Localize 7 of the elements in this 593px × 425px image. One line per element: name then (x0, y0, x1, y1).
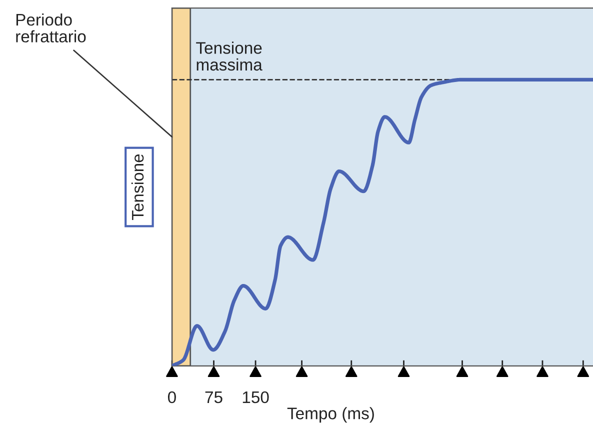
x-tick-label: 0 (168, 391, 176, 404)
y-axis-title: Tensione (131, 154, 144, 220)
x-tick-label: 75 (205, 392, 222, 404)
band-label: Periodo refrattario (16, 13, 86, 42)
x-axis-title: Tempo (ms) (287, 407, 374, 423)
x-tick-label: 150 (242, 391, 269, 404)
ref-line-label: Tensione massima (196, 42, 262, 71)
